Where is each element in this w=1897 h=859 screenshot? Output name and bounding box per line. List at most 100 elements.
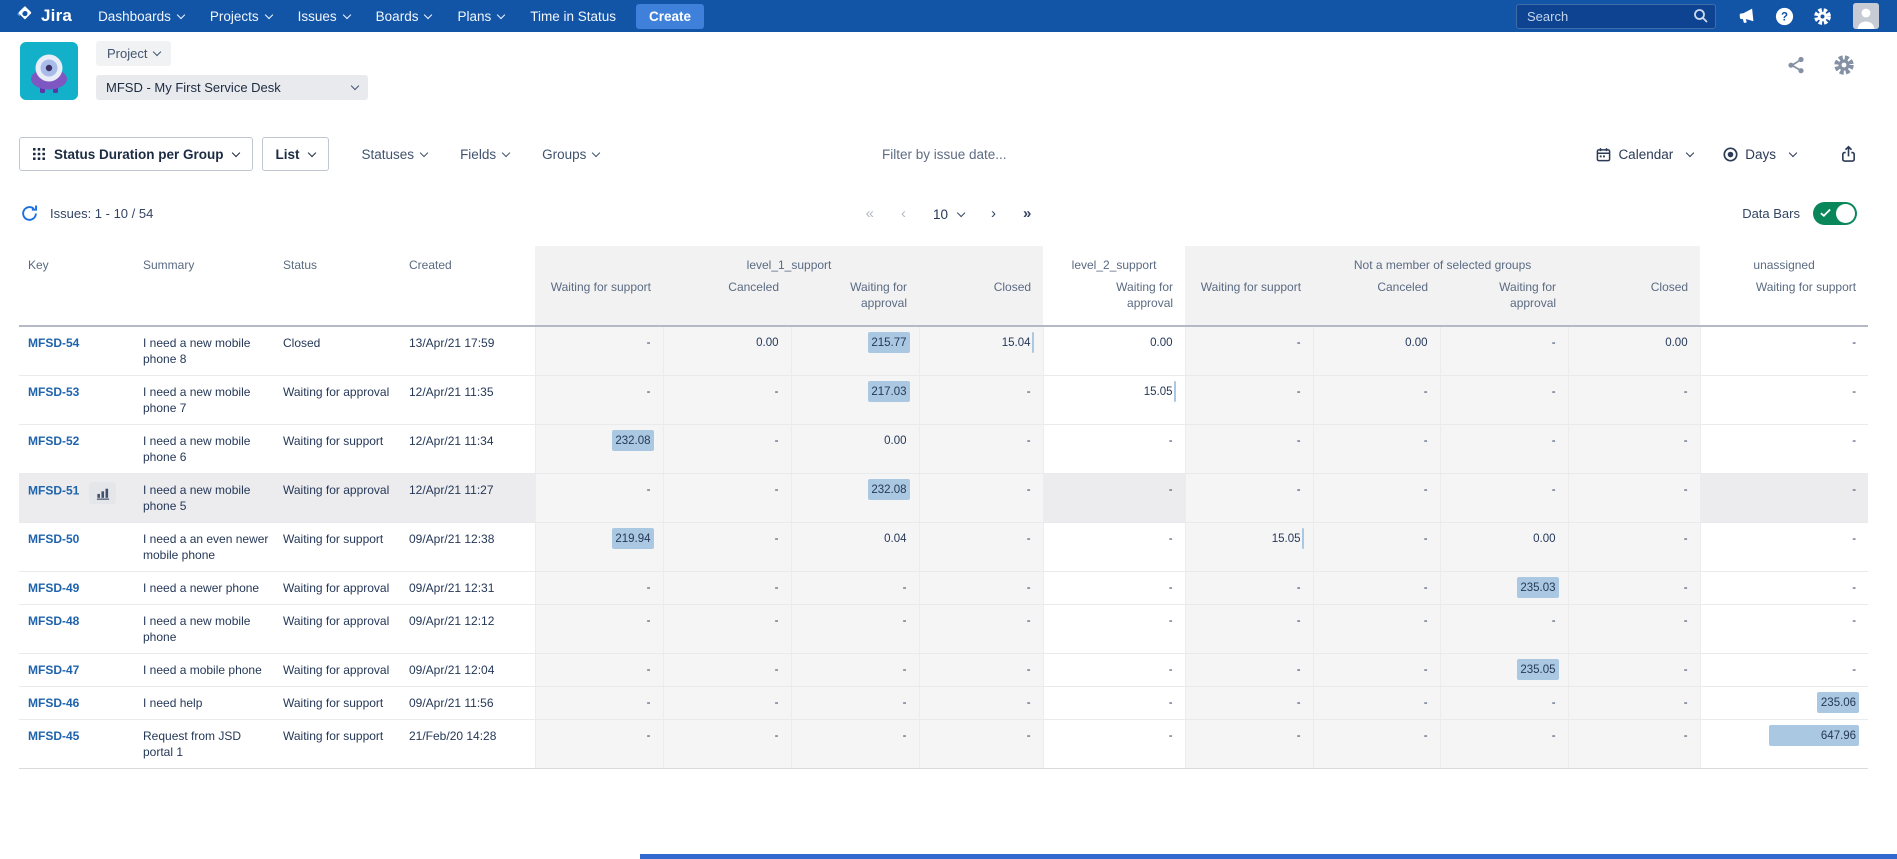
empty-value: - xyxy=(1424,730,1428,742)
duration-cell: - xyxy=(535,474,663,523)
nav-dashboards[interactable]: Dashboards xyxy=(98,9,184,24)
duration-cell: - xyxy=(1700,654,1868,687)
issue-date-filter-input[interactable] xyxy=(882,138,1212,170)
report-type-button[interactable]: Status Duration per Group xyxy=(19,137,253,171)
user-avatar[interactable] xyxy=(1853,3,1879,29)
export-icon[interactable] xyxy=(1840,145,1857,163)
empty-value: - xyxy=(1552,484,1556,496)
empty-value: - xyxy=(1027,615,1031,627)
duration-value: 0.00 xyxy=(1405,337,1427,349)
prev-page-button[interactable]: ‹ xyxy=(901,203,906,225)
duration-cell: - xyxy=(1700,326,1868,376)
issue-key-link[interactable]: MFSD-45 xyxy=(28,729,79,743)
global-search xyxy=(1516,4,1716,29)
summary-cell: I need a new mobile phone 7 xyxy=(137,376,277,425)
nav-plans[interactable]: Plans xyxy=(457,9,504,24)
groups-dropdown[interactable]: Groups xyxy=(542,147,599,162)
duration-cell: 232.08 xyxy=(791,474,919,523)
summary-cell: I need a new mobile phone xyxy=(137,605,277,654)
help-icon[interactable]: ? xyxy=(1775,7,1794,26)
duration-cell: - xyxy=(535,605,663,654)
status-cell: Waiting for approval xyxy=(277,654,403,687)
first-page-button[interactable]: « xyxy=(866,203,874,225)
empty-value: - xyxy=(1297,337,1301,349)
settings-gear-icon[interactable] xyxy=(1813,7,1832,26)
issue-key-link[interactable]: MFSD-53 xyxy=(28,385,79,399)
summary-cell: I need a new mobile phone 6 xyxy=(137,425,277,474)
chart-icon-button[interactable] xyxy=(89,482,116,504)
empty-value: - xyxy=(1684,386,1688,398)
status-cell: Waiting for approval xyxy=(277,572,403,605)
issue-key-link[interactable]: MFSD-46 xyxy=(28,696,79,710)
calendar-dropdown[interactable]: Calendar xyxy=(1596,147,1693,162)
issue-row-mfsd-53: MFSD-53I need a new mobile phone 7Waitin… xyxy=(19,376,1868,425)
chevron-down-icon xyxy=(497,10,505,18)
issue-key-link[interactable]: MFSD-50 xyxy=(28,532,79,546)
duration-cell: - xyxy=(1043,687,1185,720)
empty-value: - xyxy=(647,484,651,496)
search-icon[interactable] xyxy=(1693,8,1709,29)
key-cell: MFSD-50 xyxy=(19,523,137,572)
issue-row-mfsd-46: MFSD-46I need helpWaiting for support09/… xyxy=(19,687,1868,720)
duration-cell: - xyxy=(1700,523,1868,572)
refresh-icon[interactable] xyxy=(20,204,39,223)
nav-time-in-status[interactable]: Time in Status xyxy=(530,9,616,24)
duration-cell: - xyxy=(663,572,791,605)
horizontal-scrollbar[interactable] xyxy=(640,854,1897,859)
duration-cell: - xyxy=(1440,376,1568,425)
issue-row-mfsd-52: MFSD-52I need a new mobile phone 6Waitin… xyxy=(19,425,1868,474)
page-size-dropdown[interactable]: 10 xyxy=(933,207,964,222)
empty-value: - xyxy=(1552,386,1556,398)
project-select[interactable]: MFSD - My First Service Desk xyxy=(96,75,368,100)
duration-cell: - xyxy=(919,376,1043,425)
duration-value: 0.00 xyxy=(884,435,906,447)
duration-cell: - xyxy=(1568,605,1700,654)
create-button[interactable]: Create xyxy=(636,4,704,29)
duration-cell: 235.03 xyxy=(1440,572,1568,605)
next-page-button[interactable]: › xyxy=(991,203,996,225)
last-page-button[interactable]: » xyxy=(1023,203,1031,225)
duration-cell: - xyxy=(1043,425,1185,474)
duration-cell: - xyxy=(663,720,791,769)
scope-dropdown[interactable]: Project xyxy=(96,41,171,66)
issue-key-link[interactable]: MFSD-49 xyxy=(28,581,79,595)
status-column-header-waiting-for-support: Waiting for support xyxy=(1700,274,1868,326)
duration-cell: - xyxy=(1185,572,1313,605)
databars-toggle[interactable] xyxy=(1813,202,1857,225)
status-cell: Waiting for approval xyxy=(277,474,403,523)
issue-key-link[interactable]: MFSD-47 xyxy=(28,663,79,677)
duration-cell: 0.00 xyxy=(1043,326,1185,376)
issue-key-link[interactable]: MFSD-52 xyxy=(28,434,79,448)
issue-key-link[interactable]: MFSD-48 xyxy=(28,614,79,628)
duration-cell: - xyxy=(791,720,919,769)
issue-key-link[interactable]: MFSD-51 xyxy=(28,484,79,498)
empty-value: - xyxy=(903,664,907,676)
fields-dropdown[interactable]: Fields xyxy=(460,147,509,162)
view-mode-button[interactable]: List xyxy=(262,137,329,171)
nav-projects[interactable]: Projects xyxy=(210,9,272,24)
duration-cell: - xyxy=(1043,474,1185,523)
duration-cell: - xyxy=(1440,720,1568,769)
empty-value: - xyxy=(1027,582,1031,594)
empty-value: - xyxy=(647,664,651,676)
empty-value: - xyxy=(775,730,779,742)
search-input[interactable] xyxy=(1516,4,1716,29)
jira-logo[interactable]: Jira xyxy=(14,3,72,29)
time-unit-dropdown[interactable]: Days xyxy=(1723,147,1796,162)
duration-cell: 235.06 xyxy=(1700,687,1868,720)
created-cell: 09/Apr/21 12:04 xyxy=(403,654,535,687)
announcements-icon[interactable] xyxy=(1738,7,1756,25)
nav-boards[interactable]: Boards xyxy=(376,9,432,24)
duration-cell: - xyxy=(791,687,919,720)
key-cell: MFSD-51 xyxy=(19,474,137,523)
data-bar xyxy=(1174,381,1176,402)
empty-value: - xyxy=(1684,435,1688,447)
report-settings-gear-icon[interactable] xyxy=(1833,54,1855,81)
chevron-down-icon xyxy=(231,148,239,156)
issue-key-link[interactable]: MFSD-54 xyxy=(28,336,79,350)
chevron-down-icon xyxy=(177,10,185,18)
statuses-dropdown[interactable]: Statuses xyxy=(362,147,428,162)
nav-issues[interactable]: Issues xyxy=(298,9,350,24)
empty-value: - xyxy=(1552,435,1556,447)
share-icon[interactable] xyxy=(1785,54,1807,81)
